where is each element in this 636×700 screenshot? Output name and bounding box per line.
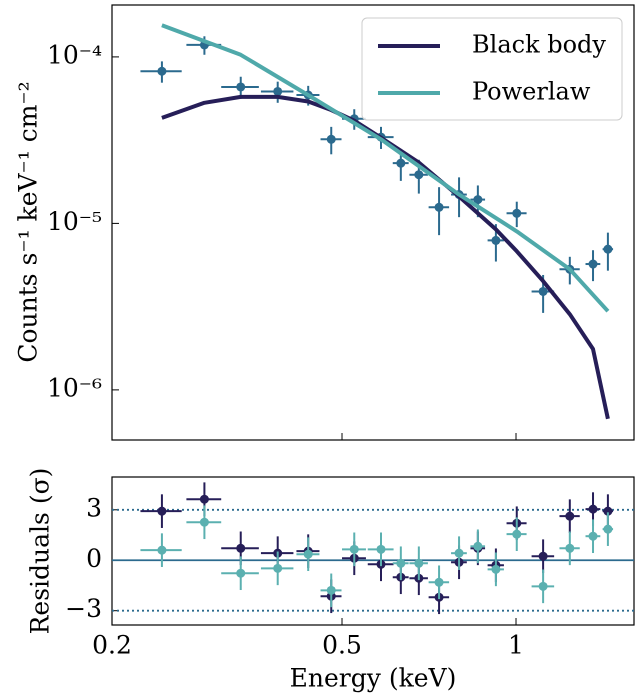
x-tick-label: 0.5	[322, 631, 362, 660]
data-point	[273, 86, 283, 96]
x-tick-label: 0.2	[92, 631, 132, 660]
y-axis-label: Counts s⁻¹ keV⁻¹ cm⁻²	[14, 81, 43, 362]
data-point	[157, 66, 167, 76]
data-point	[236, 568, 246, 578]
data-point	[588, 259, 598, 269]
legend-label: Black body	[472, 31, 606, 59]
data-point	[434, 577, 444, 587]
data-point	[473, 541, 483, 551]
data-point	[414, 170, 424, 180]
model-line	[161, 23, 610, 313]
bottom-axes-frame	[111, 476, 635, 626]
y-tick-label: −3	[65, 594, 102, 623]
data-point	[326, 585, 336, 595]
data-point	[303, 549, 313, 559]
data-point	[199, 494, 209, 504]
data-point	[396, 558, 406, 568]
data-point	[376, 544, 386, 554]
data-point	[273, 563, 283, 573]
data-point	[157, 545, 167, 555]
data-point	[538, 551, 548, 561]
data-point	[454, 548, 464, 558]
y-tick-label: 0	[86, 544, 102, 573]
x-tick-label: 1	[508, 631, 524, 660]
y-tick-label: 10⁻⁵	[47, 207, 102, 236]
data-point	[603, 506, 613, 516]
data-point	[603, 524, 613, 534]
data-point	[565, 511, 575, 521]
data-point	[236, 543, 246, 553]
data-point	[538, 286, 548, 296]
data-point	[236, 82, 246, 92]
model-line	[161, 94, 610, 420]
data-point	[326, 134, 336, 144]
data-point	[603, 244, 613, 254]
data-point	[414, 558, 424, 568]
data-point	[491, 235, 501, 245]
y-tick-label: 10⁻⁶	[47, 373, 102, 402]
data-point	[491, 564, 501, 574]
legend-label: Powerlaw	[472, 78, 591, 106]
data-point	[473, 195, 483, 205]
data-point	[157, 506, 167, 516]
data-point	[434, 202, 444, 212]
data-point	[588, 504, 598, 514]
data-point	[396, 158, 406, 168]
y-tick-label: 3	[86, 493, 102, 522]
x-axis-label: Energy (keV)	[290, 664, 457, 693]
y-tick-label: 10⁻⁴	[47, 40, 102, 69]
data-point	[588, 531, 598, 541]
data-point	[349, 544, 359, 554]
data-point	[565, 543, 575, 553]
data-point	[512, 529, 522, 539]
data-point	[538, 581, 548, 591]
data-point	[199, 517, 209, 527]
y-axis-label: Residuals (σ)	[26, 468, 55, 635]
data-point	[512, 208, 522, 218]
top-axes-frame	[111, 4, 635, 441]
